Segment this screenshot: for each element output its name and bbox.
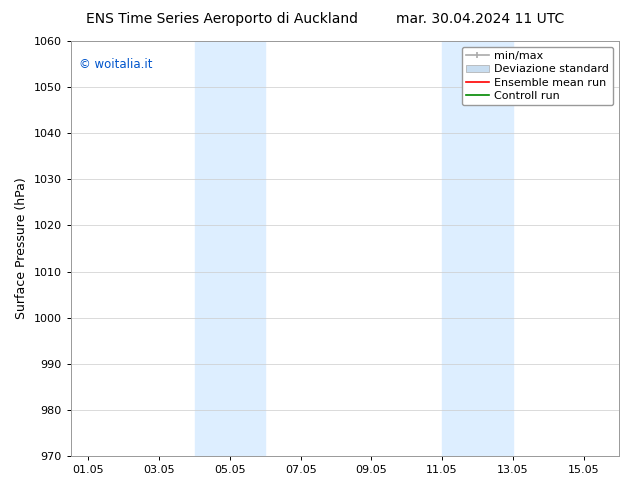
Text: mar. 30.04.2024 11 UTC: mar. 30.04.2024 11 UTC — [396, 12, 564, 26]
Text: ENS Time Series Aeroporto di Auckland: ENS Time Series Aeroporto di Auckland — [86, 12, 358, 26]
Bar — [195, 41, 265, 456]
Text: © woitalia.it: © woitalia.it — [79, 58, 152, 71]
Legend: min/max, Deviazione standard, Ensemble mean run, Controll run: min/max, Deviazione standard, Ensemble m… — [462, 47, 614, 105]
Y-axis label: Surface Pressure (hPa): Surface Pressure (hPa) — [15, 178, 28, 319]
Bar — [442, 41, 513, 456]
